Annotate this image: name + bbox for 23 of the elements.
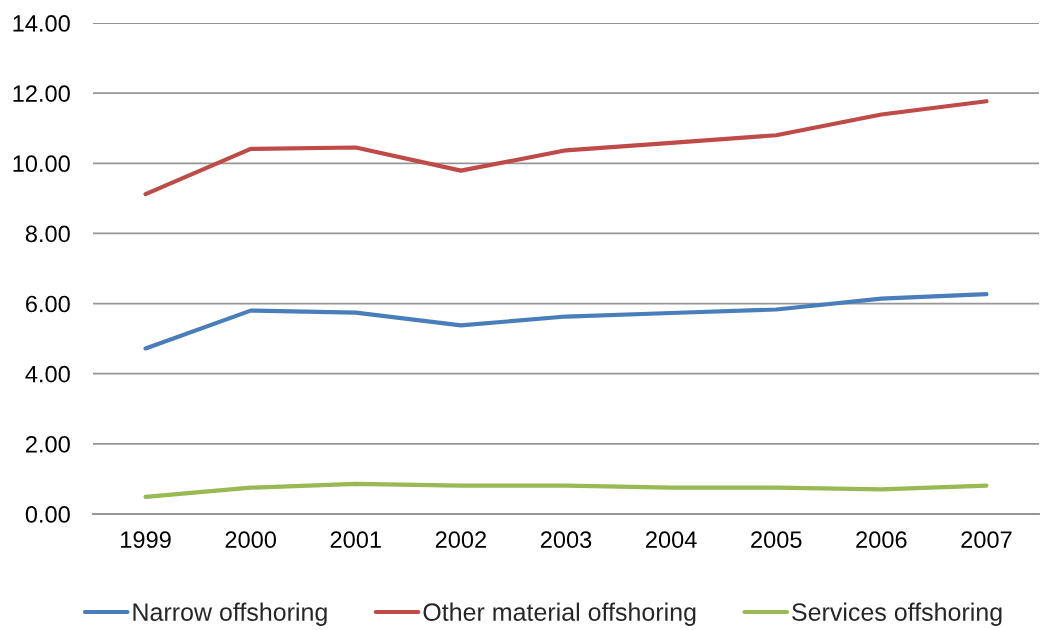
line-series: [143, 292, 989, 351]
x-tick-label: 2002: [435, 531, 486, 549]
line-series: [143, 481, 989, 499]
x-tick-label: 2006: [856, 531, 907, 549]
x-tick-label: 2003: [540, 531, 592, 549]
y-tick-label: 10.00: [13, 155, 70, 173]
y-tick-label: 8.00: [25, 225, 70, 243]
y-tick-label: 6.00: [26, 295, 70, 313]
x-tick-label: 2004: [646, 531, 697, 549]
y-tick-label: 12.00: [13, 85, 70, 102]
legend-label: Narrow offshoring: [133, 602, 327, 626]
x-tick-label: 2000: [225, 531, 277, 549]
x-tick-label: 2001: [330, 531, 381, 549]
y-tick-label: 2.00: [26, 435, 70, 453]
y-tick-label: 0.00: [25, 506, 70, 523]
x-tick-label: 2005: [751, 531, 802, 549]
legend-label: Other material offshoring: [423, 602, 696, 626]
x-tick-label: 1999: [121, 531, 171, 549]
y-tick-label: 14.00: [13, 15, 70, 32]
legend-label: Services offshoring: [792, 602, 1002, 626]
line-series: [143, 99, 989, 197]
x-tick-label: 2007: [961, 531, 1012, 549]
y-tick-label: 4.00: [25, 365, 70, 383]
